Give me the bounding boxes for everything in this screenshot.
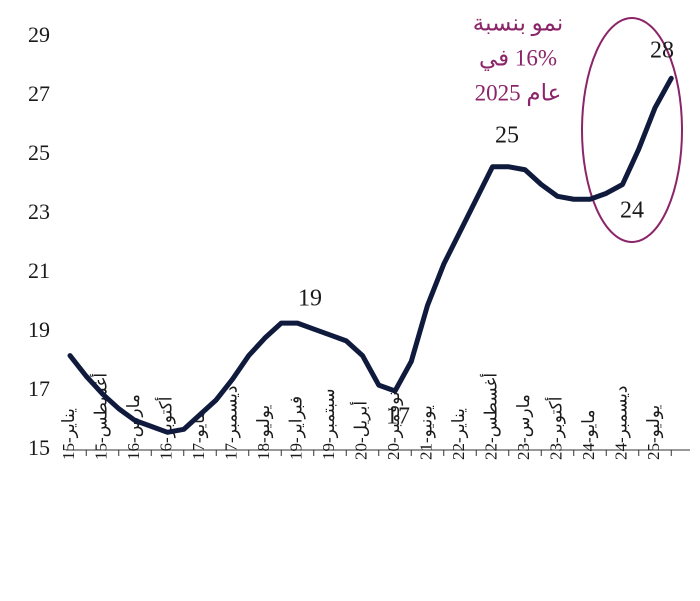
x-tick-label: ديسمبر-24 — [611, 386, 631, 460]
x-tick-label: مارس-16 — [124, 394, 144, 460]
annotation: 19 — [298, 286, 322, 312]
annotation: 28 — [650, 38, 674, 64]
x-tick-label: سبتمبر-19 — [319, 388, 339, 460]
y-tick-label: 21 — [28, 258, 50, 283]
x-tick-label: يونيو-21 — [416, 405, 436, 460]
x-tick-label: فبراير-19 — [286, 396, 306, 460]
x-tick-label: نوفمبر-20 — [384, 391, 404, 460]
note-line: عام 2025 — [475, 80, 562, 106]
y-tick-label: 29 — [28, 22, 50, 47]
x-tick-label: يناير-22 — [449, 408, 469, 460]
note-line: 16% في — [479, 45, 557, 71]
x-tick-label: مارس-23 — [514, 394, 534, 460]
y-tick-label: 17 — [28, 376, 50, 401]
y-tick-label: 25 — [28, 140, 50, 165]
annotation: 25 — [495, 123, 519, 149]
highlight-ellipse — [581, 17, 683, 243]
y-tick-label: 19 — [28, 317, 50, 342]
x-tick-label: أبريل-20 — [349, 401, 371, 460]
y-tick-label: 15 — [28, 435, 50, 460]
x-tick-label: أكتوبر-23 — [544, 396, 566, 460]
annotation: 24 — [620, 198, 644, 224]
x-tick-label: يوليو-25 — [644, 404, 664, 460]
note-line: نمو بنسبة — [473, 10, 563, 36]
x-tick-label: مايو-24 — [579, 410, 599, 460]
line — [67, 75, 674, 435]
x-tick-label: يناير-15 — [59, 408, 79, 460]
y-tick-label: 27 — [28, 81, 50, 106]
y-tick-label: 23 — [28, 199, 50, 224]
x-tick-label: أكتوبر-16 — [154, 396, 176, 460]
x-tick-label: أغسطس-22 — [479, 373, 501, 460]
annotation: 17 — [386, 404, 410, 430]
x-tick-label: ديسمبر-17 — [221, 386, 241, 460]
x-tick-label: يوليو-18 — [254, 404, 274, 460]
